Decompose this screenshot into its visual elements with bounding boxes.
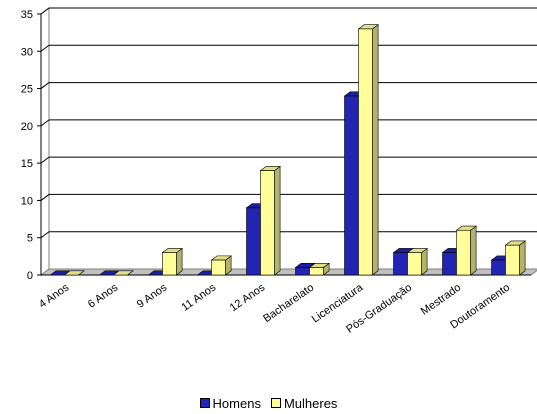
bar-mulheres-12-anos-front — [260, 170, 275, 276]
legend: Homens Mulheres — [0, 395, 537, 411]
x-tick-label-4-anos: 4 Anos — [37, 281, 72, 310]
bar-mulheres-licenciatura-front — [358, 28, 373, 276]
bar-mulheres-9-anos-front — [162, 252, 177, 276]
legend-swatch-mulheres — [270, 398, 281, 408]
y-tick-label: 5 — [27, 233, 33, 245]
y-tick-label: 20 — [21, 121, 33, 133]
y-tick-label: 10 — [21, 195, 33, 207]
bar-mulheres-4-anos — [63, 270, 85, 276]
y-tick-label: 15 — [21, 158, 33, 170]
y-tick-label: 25 — [21, 84, 33, 96]
bar-mulheres-doutoramento-side — [519, 240, 526, 276]
legend-item-homens: Homens — [199, 395, 261, 411]
bar-mulheres-bacharelato — [308, 262, 331, 276]
bar-homens-mestrado-front — [442, 252, 457, 276]
legend-swatch-homens — [199, 398, 210, 408]
bar-chart: 0 5 10 15 20 25 30 35 4 Anos 6 Anos 9 Anos 11 Anos 1… — [21, 7, 537, 336]
bar-mulheres-mestrado — [455, 225, 478, 276]
x-tick-label-11-anos: 11 Anos — [179, 281, 218, 313]
bar-mulheres-4-anos-top — [63, 270, 85, 276]
x-tick-label-9-anos: 9 Anos — [135, 281, 170, 310]
y-tick-label: 0 — [27, 270, 33, 282]
gridline-side — [40, 119, 50, 127]
gridline-side — [40, 231, 50, 239]
plot-back-wall — [48, 7, 537, 270]
bar-mulheres-6-anos — [112, 270, 135, 276]
bar-homens-12-anos-front — [246, 207, 261, 276]
bar-mulheres-bacharelato-front — [309, 267, 324, 276]
y-tick-label: 30 — [21, 46, 33, 58]
bar-mulheres-11-anos-front — [211, 259, 226, 276]
bar-mulheres-pos-graduacao-front — [407, 252, 422, 276]
bar-mulheres-12-anos — [259, 165, 282, 276]
bar-homens-doutoramento-front — [491, 259, 506, 276]
bar-mulheres-9-anos-side — [176, 247, 183, 276]
bar-homens-bacharelato-front — [295, 267, 310, 276]
gridline-side — [40, 82, 50, 89]
bar-mulheres-12-anos-side — [274, 165, 281, 276]
bar-mulheres-6-anos-top — [112, 270, 135, 276]
bar-mulheres-doutoramento — [504, 240, 526, 276]
bar-mulheres-doutoramento-front — [505, 244, 520, 276]
gridline-side — [40, 7, 50, 15]
bar-homens-pos-graduacao-front — [393, 252, 408, 276]
bar-mulheres-pos-graduacao-side — [421, 247, 428, 276]
gridline-side — [40, 44, 50, 52]
x-tick-label-6-anos: 6 Anos — [86, 281, 121, 310]
bar-homens-licenciatura-front — [344, 95, 359, 276]
gridline-side — [40, 194, 50, 201]
legend-label-mulheres: Mulheres — [283, 395, 338, 411]
x-tick-label-mestrado: Mestrado — [419, 282, 463, 318]
bar-mulheres-mestrado-side — [470, 225, 477, 276]
legend-label-homens: Homens — [212, 395, 261, 411]
bar-mulheres-pos-graduacao — [406, 247, 429, 276]
gridline-side — [40, 156, 50, 164]
bar-mulheres-mestrado-front — [456, 229, 471, 276]
bar-mulheres-licenciatura-side — [372, 24, 379, 276]
legend-item-mulheres: Mulheres — [270, 395, 338, 411]
x-tick-label-12-anos: 12 Anos — [228, 281, 268, 314]
bar-mulheres-9-anos — [161, 247, 184, 276]
x-tick-label-bacharelato: Bacharelato — [261, 282, 316, 326]
bar-mulheres-11-anos — [210, 255, 233, 276]
y-tick-label: 35 — [21, 9, 33, 21]
bar-mulheres-licenciatura — [357, 24, 380, 276]
